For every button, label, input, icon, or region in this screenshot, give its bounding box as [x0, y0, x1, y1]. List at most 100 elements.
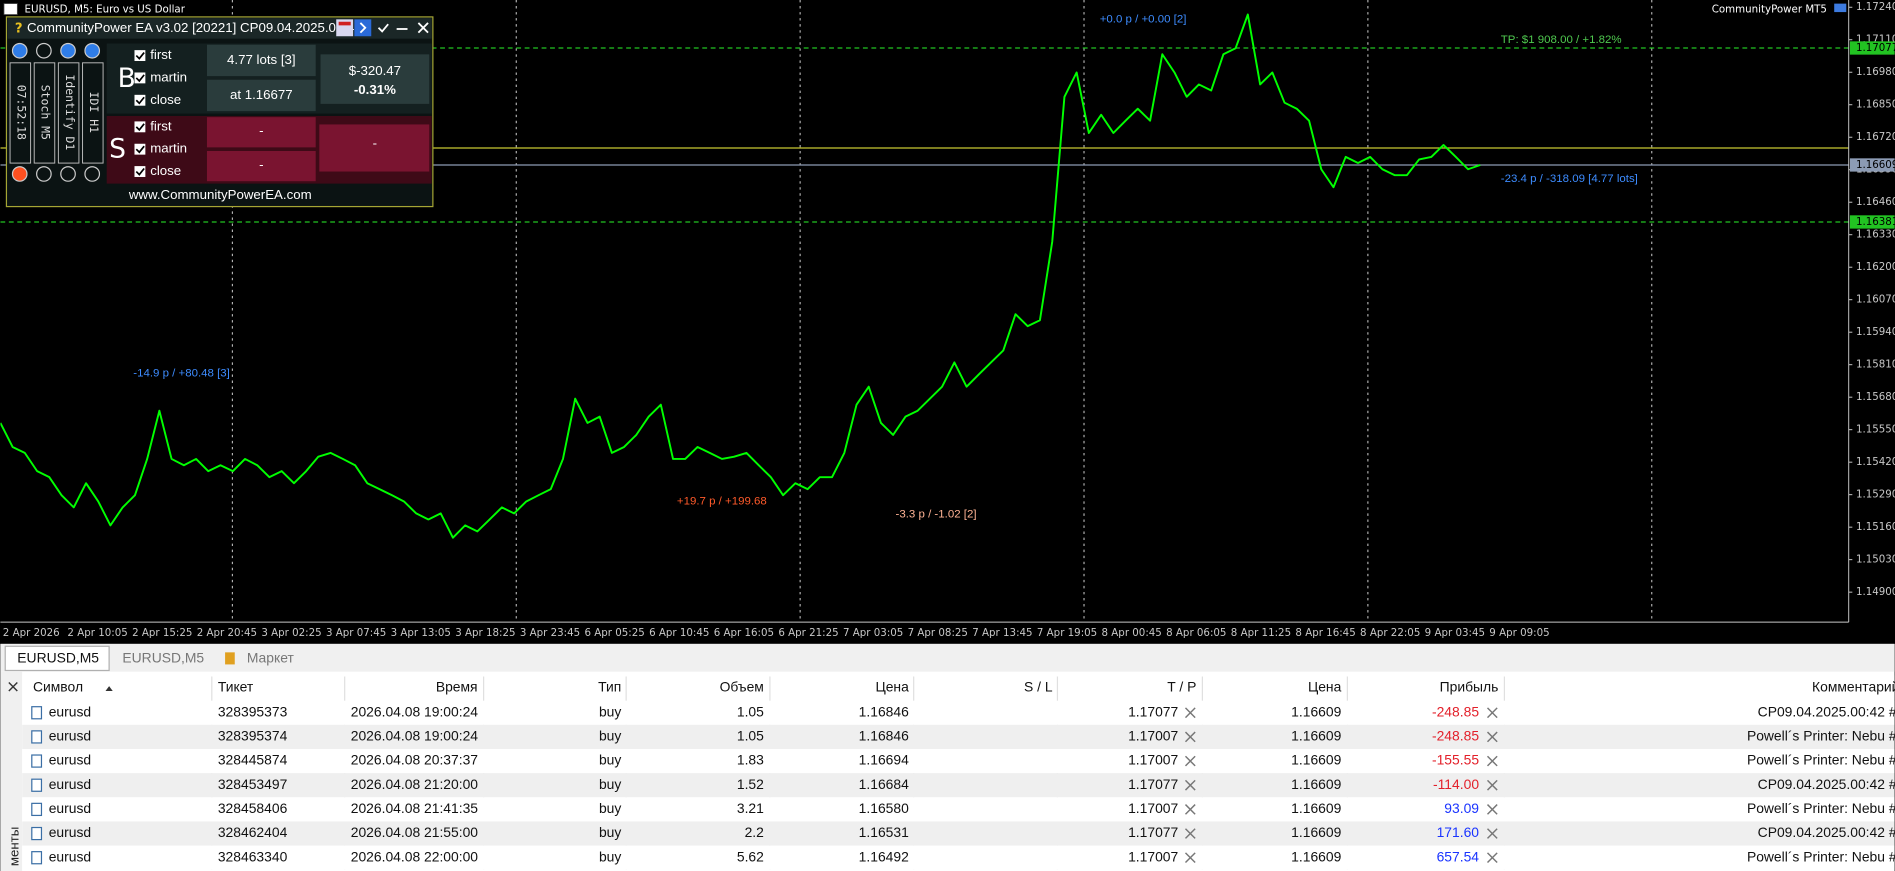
checkbox-label: martin [150, 69, 187, 84]
row-close[interactable] [1184, 707, 1196, 719]
x-tick-label: 3 Apr 18:25 [455, 627, 515, 639]
checkbox[interactable] [134, 94, 146, 106]
row-close[interactable] [1184, 828, 1196, 839]
table-cell: buy [599, 728, 621, 744]
row-close[interactable] [1486, 779, 1498, 791]
tab-bar [0, 643, 1895, 672]
status-circle[interactable] [84, 166, 101, 182]
toolbox-close[interactable] [8, 682, 18, 692]
row-close[interactable] [1184, 779, 1196, 791]
x-tick-label: 7 Apr 08:25 [908, 627, 968, 639]
table-row[interactable] [22, 724, 1895, 749]
table-cell: Powell´s Printer: Nebu #4 [1747, 848, 1895, 864]
x-tick-label: 7 Apr 19:05 [1037, 627, 1097, 639]
status-circle[interactable] [36, 166, 52, 182]
table-row[interactable] [22, 773, 1895, 798]
table-cell: 1.83 [737, 752, 764, 768]
column-header[interactable]: Цена [875, 679, 909, 695]
table-row[interactable] [22, 797, 1895, 822]
checkbox[interactable] [134, 166, 146, 177]
status-circle[interactable] [36, 42, 52, 59]
side-label: Stoch M5 [39, 85, 53, 140]
sell-lots-box [206, 117, 316, 148]
table-cell: 2026.04.08 19:00:24 [351, 703, 479, 719]
panel-logo: ? [15, 21, 23, 36]
buy-price: at 1.16677 [230, 87, 293, 102]
column-header[interactable]: Тип [598, 679, 621, 695]
side-tab-label[interactable]: менты [6, 827, 21, 866]
table-cell: 1.17077 [1128, 703, 1178, 719]
x-tick-label: 2 Apr 2026 [3, 627, 60, 639]
status-circle[interactable] [11, 42, 28, 59]
table-cell: -248.85 [1432, 728, 1479, 744]
check-mark [135, 123, 145, 132]
row-close[interactable] [1184, 804, 1196, 815]
chart-annotation: -14.9 p / +80.48 [3] [133, 367, 230, 379]
row-close[interactable] [1486, 804, 1498, 815]
checkbox[interactable] [134, 50, 146, 62]
positions-table: Символ Тикет Время Тип Объем Цена S / L T / P Це… [22, 675, 1895, 870]
status-circle[interactable] [60, 166, 76, 182]
tab[interactable] [4, 645, 110, 672]
row-close[interactable] [1184, 755, 1196, 767]
side-label: Identify D1 [63, 74, 77, 150]
row-close[interactable] [1184, 852, 1196, 864]
table-cell: 1.17077 [1128, 824, 1178, 840]
panel-url[interactable]: www.CommunityPowerEA.com [128, 187, 312, 202]
tab[interactable] [110, 646, 210, 671]
chart-annotation: TP: $1 908.00 / +1.82% [1501, 34, 1622, 46]
column-header[interactable]: Тикет [218, 679, 254, 695]
table-cell: 328462404 [218, 824, 288, 840]
table-cell: 1.16609 [1291, 800, 1341, 816]
chart-annotation: -3.3 p / -1.02 [2] [896, 509, 977, 521]
column-header[interactable]: T / P [1167, 679, 1196, 695]
column-header[interactable]: Время [436, 679, 478, 695]
table-cell: 1.17007 [1128, 800, 1178, 816]
table-row[interactable] [22, 845, 1895, 870]
buy-price-box [206, 79, 316, 112]
table-cell: Powell´s Printer: Nebu #2 [1747, 752, 1895, 768]
column-header[interactable]: Комментарий [1812, 679, 1895, 695]
status-circle[interactable] [84, 42, 101, 59]
row-close[interactable] [1486, 828, 1498, 839]
next-button[interactable] [354, 19, 372, 37]
checkbox[interactable] [134, 121, 146, 133]
column-header[interactable]: S / L [1024, 679, 1053, 695]
table-cell: 1.16846 [859, 703, 909, 719]
table-cell: 2.2 [745, 824, 765, 840]
table-cell: 5.62 [737, 848, 764, 864]
column-header[interactable]: Цена [1308, 679, 1342, 695]
checkbox[interactable] [134, 72, 146, 84]
status-circle[interactable] [60, 42, 76, 59]
table-cell: 328395373 [218, 703, 288, 719]
next-icon [359, 22, 367, 34]
table-cell: 1.16846 [859, 728, 909, 744]
column-header[interactable]: Символ [33, 679, 83, 695]
row-close[interactable] [1486, 731, 1498, 743]
row-close[interactable] [1486, 755, 1498, 767]
column-header[interactable]: Объем [720, 679, 764, 695]
checkbox[interactable] [134, 143, 146, 155]
apply-button[interactable] [377, 23, 389, 33]
table-row[interactable] [22, 748, 1895, 774]
table-row[interactable] [22, 700, 1895, 725]
check-mark [135, 145, 145, 154]
row-close[interactable] [1486, 852, 1498, 864]
check-mark [135, 96, 145, 105]
sell-lots: - [259, 123, 263, 138]
status-circle[interactable] [11, 166, 28, 182]
table-row[interactable] [22, 821, 1895, 846]
table-cell: eurusd [49, 848, 91, 864]
close-button[interactable] [417, 22, 429, 34]
axes: 1.172401.171101.169801.168501.167201.165… [3, 1, 1895, 639]
level-label: 1.17077 [1856, 42, 1895, 54]
table-cell: buy [599, 800, 621, 816]
column-header[interactable]: Прибыль [1440, 679, 1499, 695]
sell-profit: - [373, 135, 377, 150]
panel-titlebar [7, 18, 432, 39]
row-close[interactable] [1486, 707, 1498, 719]
tabs: EURUSD,M5 EURUSD,M5 Маркет [4, 645, 308, 672]
y-tick-label: 1.14900 [1856, 586, 1895, 598]
row-close[interactable] [1184, 731, 1196, 743]
